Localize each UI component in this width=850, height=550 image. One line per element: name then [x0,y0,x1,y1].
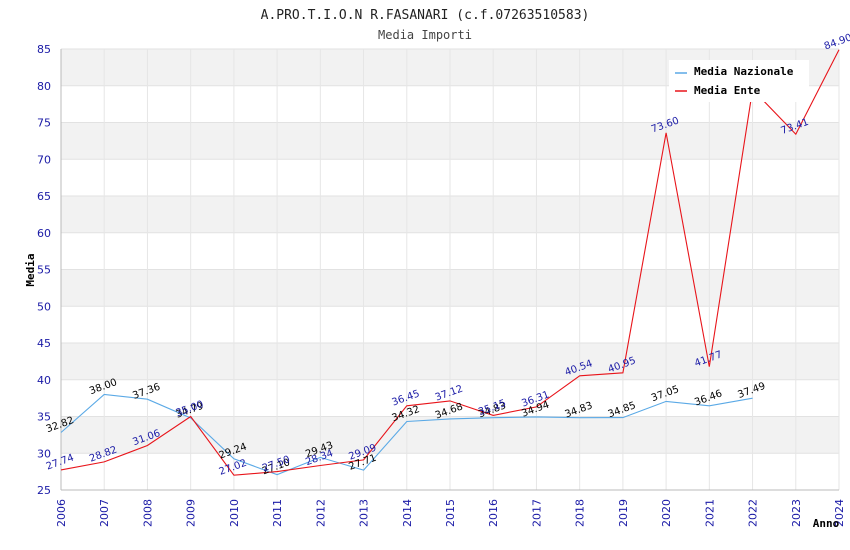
x-tick-label: 2011 [271,499,284,527]
x-tick-label: 2023 [790,499,803,527]
y-tick-label: 60 [37,227,51,240]
y-tick-label: 30 [37,447,51,460]
x-tick-label: 2020 [660,499,673,527]
x-tick-label: 2022 [747,499,760,527]
x-tick-label: 2021 [703,499,716,527]
chart-title: A.PRO.T.I.O.N R.FASANARI (c.f.0726351058… [261,8,590,23]
y-tick-label: 50 [37,300,51,313]
series-line-media-nazionale [60,393,753,476]
x-tick-label: 2008 [141,499,154,527]
series-lines [60,49,840,476]
x-tick-label: 2007 [98,499,111,527]
x-tick-label: 2009 [185,499,198,527]
legend-label-media-ente: Media Ente [694,84,761,97]
grid-lines [60,48,840,491]
x-tick-label: 2010 [228,499,241,527]
legend-label-media-nazionale: Media Nazionale [694,65,794,78]
x-tick-label: 2024 [833,499,846,527]
legend-box [669,60,809,102]
chart-subtitle: Media Importi [378,28,472,42]
y-tick-label: 75 [37,117,51,130]
y-tick-label: 40 [37,374,51,387]
x-tick-label: 2018 [574,499,587,527]
y-tick-label: 45 [37,337,51,350]
y-axis-label: Media [24,253,37,286]
series-line-media-ente [60,49,840,476]
x-tick-label: 2015 [444,499,457,527]
y-tick-label: 55 [37,264,51,277]
y-tick-label: 70 [37,153,51,166]
y-tick-label: 35 [37,411,51,424]
x-tick-label: 2019 [617,499,630,527]
x-tick-label: 2006 [55,499,68,527]
x-tick-label: 2017 [530,499,543,527]
y-tick-label: 65 [37,190,51,203]
x-tick-label: 2016 [487,499,500,527]
y-tick-label: 25 [37,484,51,497]
x-axis-label: Anno [813,517,840,530]
x-tick-label: 2012 [314,499,327,527]
x-tick-labels: 2006 2007 2008 2009 2010 2011 2012 2013 2014 2015… [55,499,846,527]
x-tick-label: 2014 [401,499,414,527]
y-tick-label: 80 [37,80,51,93]
y-tick-labels: 25 30 35 40 45 50 55 60 65 70 75 80 85 [37,43,51,497]
legend: Media Nazionale Media Ente [669,60,809,102]
y-tick-label: 85 [37,43,51,56]
x-tick-label: 2013 [358,499,371,527]
